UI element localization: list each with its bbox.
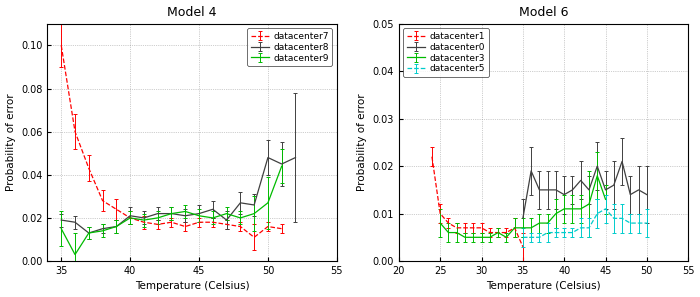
Title: Model 4: Model 4 [167, 6, 217, 18]
Legend: datacenter1, datacenter0, datacenter3, datacenter5: datacenter1, datacenter0, datacenter3, d… [403, 29, 489, 77]
Legend: datacenter7, datacenter8, datacenter9: datacenter7, datacenter8, datacenter9 [247, 29, 332, 66]
X-axis label: Temperature (Celsius): Temperature (Celsius) [486, 282, 601, 291]
Title: Model 6: Model 6 [519, 6, 568, 18]
X-axis label: Temperature (Celsius): Temperature (Celsius) [135, 282, 249, 291]
Y-axis label: Probability of error: Probability of error [357, 94, 367, 191]
Y-axis label: Probability of error: Probability of error [6, 94, 15, 191]
